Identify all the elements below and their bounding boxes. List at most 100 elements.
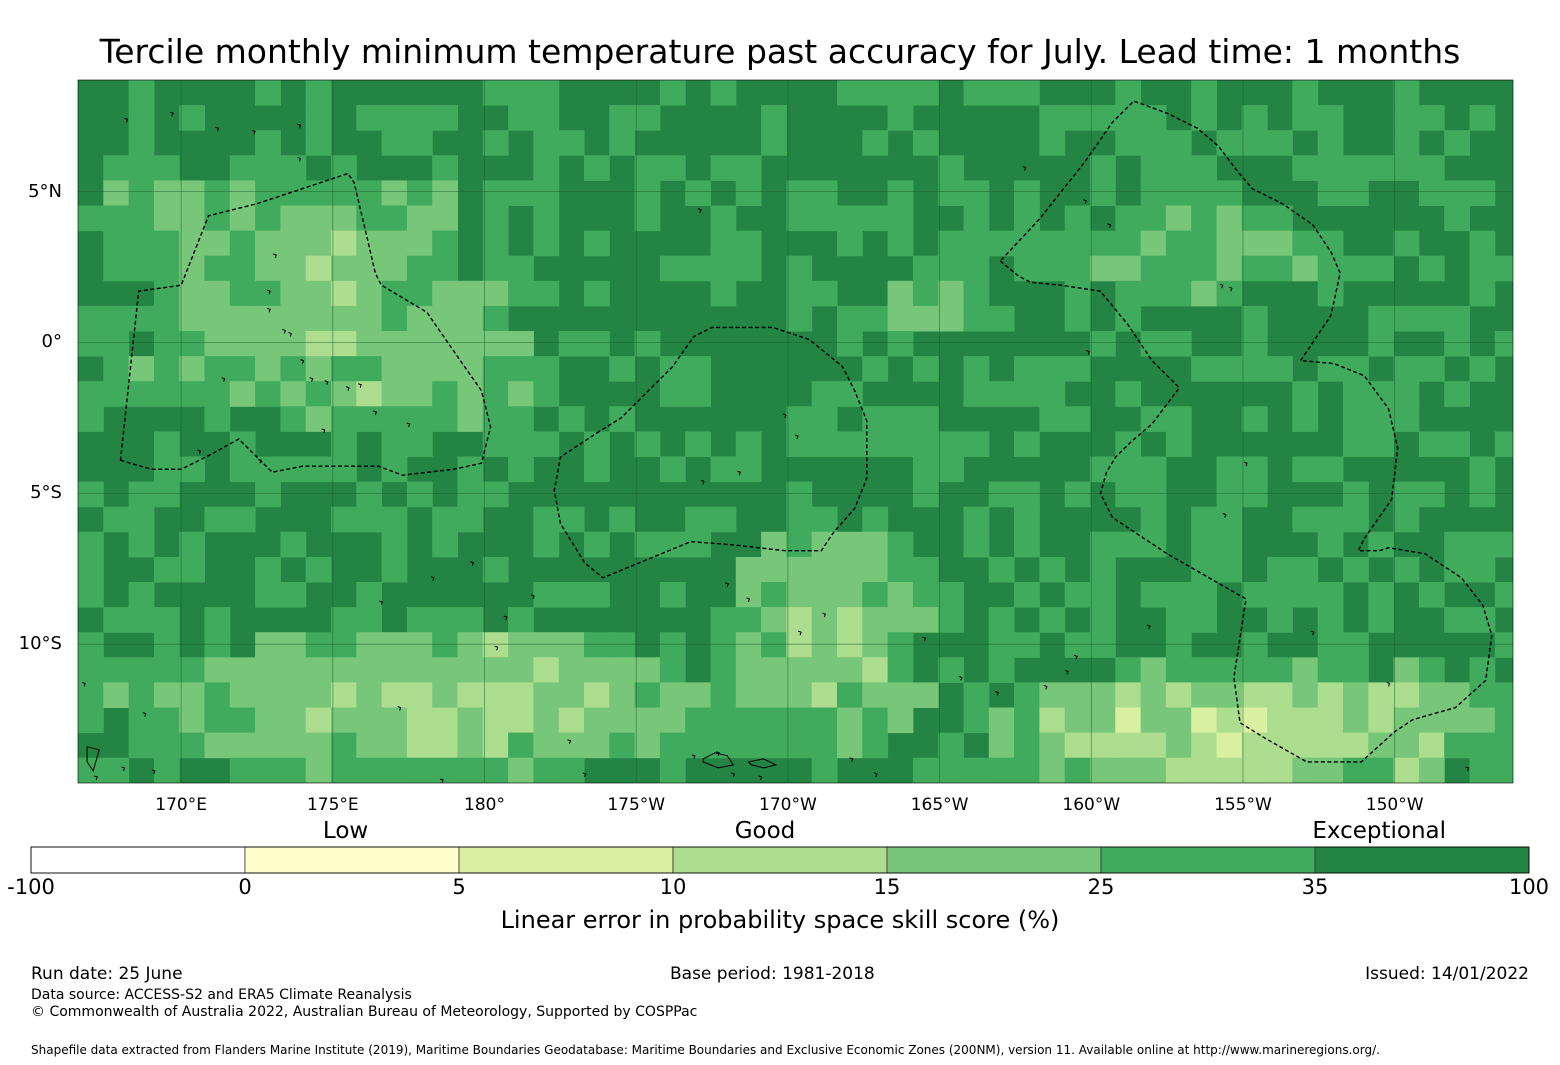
grid-cell — [862, 682, 889, 708]
grid-cell — [406, 707, 433, 734]
grid-cell — [1140, 481, 1167, 508]
grid-cell — [204, 331, 231, 357]
grid-cell — [710, 255, 737, 282]
grid-cell — [1418, 356, 1445, 382]
grid-cell — [710, 682, 737, 708]
grid-cell — [887, 682, 914, 708]
colorbar-segment — [1100, 846, 1316, 874]
grid-cell — [1140, 506, 1167, 533]
grid-cell — [153, 280, 180, 307]
grid-cell — [432, 105, 458, 131]
grid-cell — [381, 556, 408, 583]
grid-cell — [432, 205, 458, 232]
grid-cell — [1469, 255, 1496, 282]
grid-cell — [1494, 757, 1513, 783]
grid-cell — [659, 381, 686, 407]
grid-cell — [786, 682, 813, 708]
grid-cell — [1191, 80, 1217, 106]
grid-cell — [103, 305, 130, 332]
grid-cell — [78, 632, 104, 658]
grid-cell — [356, 506, 383, 533]
legend-category-label: Good — [734, 818, 796, 844]
grid-cell — [482, 757, 509, 783]
grid-cell — [1090, 105, 1116, 131]
grid-cell — [1115, 280, 1142, 307]
grid-cell — [887, 531, 914, 558]
grid-cell — [938, 657, 964, 683]
grid-cell — [558, 632, 585, 658]
coastline — [922, 636, 927, 642]
grid-cell — [963, 682, 990, 708]
base-period: Base period: 1981-2018 — [670, 964, 875, 984]
grid-cell — [609, 632, 636, 658]
grid-cell — [811, 582, 838, 608]
grid-cell — [255, 130, 281, 156]
grid-cell — [1039, 732, 1066, 759]
grid-cell — [912, 682, 939, 708]
grid-cell — [938, 757, 964, 783]
grid-cell — [305, 381, 332, 407]
coastline — [1083, 199, 1087, 204]
grid-cell — [1418, 255, 1445, 282]
grid-cell — [1090, 230, 1116, 257]
grid-cell — [457, 356, 484, 382]
grid-cell — [255, 682, 281, 708]
grid-cell — [1393, 707, 1420, 734]
grid-cell — [406, 481, 433, 508]
grid-cell — [1014, 80, 1040, 106]
grid-cell — [1115, 707, 1142, 734]
grid-cell — [204, 381, 231, 407]
grid-cell — [78, 381, 104, 407]
grid-cell — [1140, 682, 1167, 708]
grid-cell — [128, 305, 155, 332]
grid-cell — [634, 657, 661, 683]
grid-cell — [229, 682, 256, 708]
grid-cell — [912, 456, 939, 483]
grid-cell — [1064, 305, 1091, 332]
grid-cell — [1115, 255, 1142, 282]
grid-cell — [1418, 105, 1445, 131]
grid-cell — [1494, 331, 1513, 357]
grid-cell — [482, 80, 509, 106]
grid-cell — [1014, 782, 1040, 783]
grid-cell — [735, 707, 762, 734]
grid-cell — [1393, 305, 1420, 332]
grid-cell — [735, 657, 762, 683]
grid-cell — [1014, 531, 1040, 558]
grid-cell — [761, 607, 787, 633]
coastline — [725, 582, 729, 588]
latitude-label: 10°S — [18, 633, 62, 655]
grid-cell — [1039, 356, 1066, 382]
grid-cell — [78, 305, 104, 332]
grid-cell — [432, 255, 458, 282]
grid-cell — [1014, 757, 1040, 783]
grid-cell — [331, 632, 357, 658]
grid-cell — [837, 230, 863, 257]
coastline — [309, 377, 314, 382]
grid-cell — [128, 130, 155, 156]
grid-cell — [1241, 707, 1268, 734]
grid-cell — [558, 732, 585, 759]
grid-cell — [862, 205, 889, 232]
grid-cell — [735, 456, 762, 483]
longitude-label: 180° — [464, 795, 505, 815]
grid-cell — [508, 381, 534, 407]
grid-cell — [887, 556, 914, 583]
grid-cell — [837, 682, 863, 708]
grid-cell — [1393, 356, 1420, 382]
grid-cell — [482, 255, 509, 282]
grid-cell — [1494, 707, 1513, 734]
grid-cell — [381, 431, 408, 457]
grid-cell — [862, 582, 889, 608]
grid-cell — [1090, 531, 1116, 558]
grid-cell — [356, 732, 383, 759]
grid-cell — [584, 582, 610, 608]
grid-cell — [1368, 331, 1395, 357]
grid-cell — [1090, 607, 1116, 633]
grid-cell — [1039, 556, 1066, 583]
grid-cell — [179, 180, 205, 206]
grid-cell — [533, 180, 560, 206]
colorbar-segment — [672, 846, 888, 874]
grid-cell — [735, 582, 762, 608]
grid-cell — [1418, 155, 1445, 181]
